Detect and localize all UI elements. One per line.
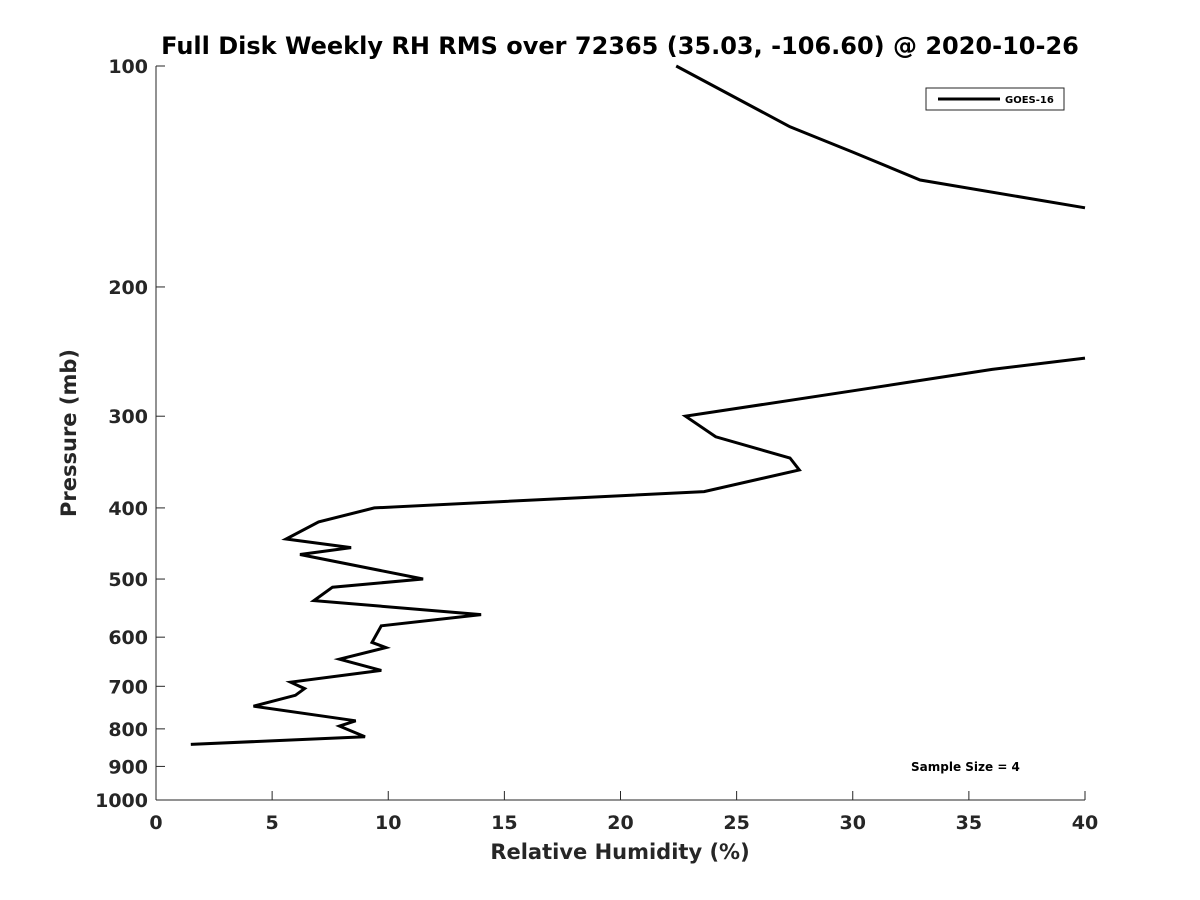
series-layer [190, 64, 1086, 746]
y-tick-label: 500 [108, 569, 148, 591]
y-tick-label: 200 [108, 277, 148, 299]
legend: GOES-16 [925, 87, 1065, 111]
x-tick-label: 10 [375, 812, 401, 834]
x-tick-label: 20 [607, 812, 633, 834]
chart-title: Full Disk Weekly RH RMS over 72365 (35.0… [161, 32, 1079, 60]
y-axis-ticks: 100 200 300 400 500 600 700 800 900 1000 [95, 56, 165, 812]
x-tick-label: 5 [266, 812, 279, 834]
sample-size-annotation: Sample Size = 4 [911, 760, 1020, 774]
x-tick-label: 0 [149, 812, 162, 834]
y-tick-label: 800 [108, 719, 148, 741]
legend-entry-goes-16: GOES-16 [1005, 95, 1054, 106]
x-axis-label: Relative Humidity (%) [490, 840, 749, 864]
x-tick-label: 40 [1072, 812, 1098, 834]
y-tick-label: 300 [108, 406, 148, 428]
y-tick-label: 100 [108, 56, 148, 78]
x-tick-label: 15 [491, 812, 517, 834]
y-tick-label: 900 [108, 756, 148, 778]
x-tick-label: 30 [840, 812, 866, 834]
y-tick-label: 1000 [95, 790, 148, 812]
series-line-goes-16 [675, 64, 1086, 210]
y-tick-label: 400 [108, 498, 148, 520]
y-axis-label: Pressure (mb) [57, 349, 81, 517]
x-tick-label: 35 [956, 812, 982, 834]
series-line-goes-16 [190, 356, 1086, 746]
y-tick-label: 700 [108, 676, 148, 698]
plot-axes: 0 5 10 15 20 25 30 35 40 100 200 300 400 500 600 700 80… [95, 56, 1098, 834]
y-tick-label: 600 [108, 627, 148, 649]
x-tick-label: 25 [723, 812, 749, 834]
x-axis-ticks: 0 5 10 15 20 25 30 35 40 [149, 791, 1098, 834]
